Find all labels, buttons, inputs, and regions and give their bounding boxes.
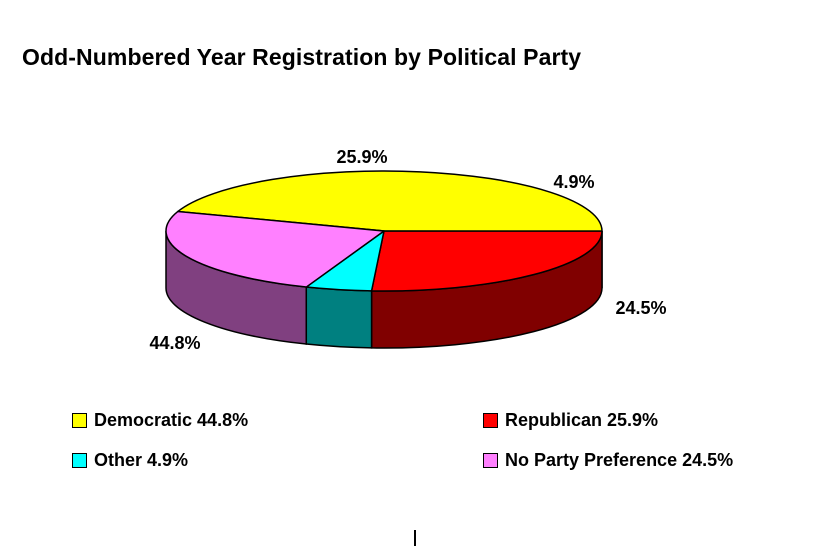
- pie-slice-no-party-preference: [165, 210, 385, 288]
- data-label-republican: 25.9%: [336, 147, 387, 167]
- page-marker: [414, 530, 416, 546]
- legend-swatch-other: [72, 453, 87, 468]
- legend-item-republican: Republican 25.9%: [483, 410, 658, 431]
- pie-slice-republican: [370, 230, 603, 292]
- pie-side-other: [305, 286, 373, 349]
- legend-label-no-party-preference: No Party Preference 24.5%: [505, 450, 734, 470]
- legend-item-other: Other 4.9%: [72, 450, 188, 471]
- legend-item-democratic: Democratic 44.8%: [72, 410, 248, 431]
- legend-item-no-party-preference: No Party Preference 24.5%: [483, 450, 733, 471]
- pie-slice-democratic: [177, 170, 603, 232]
- legend-swatch-no-party-preference: [483, 453, 498, 468]
- chart-title: Odd-Numbered Year Registration by Politi…: [22, 44, 582, 70]
- data-label-democratic: 44.8%: [149, 333, 200, 353]
- legend-swatch-democratic: [72, 413, 87, 428]
- data-label-no-party-preference: 24.5%: [615, 298, 666, 318]
- legend-swatch-republican: [483, 413, 498, 428]
- legend-label-other: Other 4.9%: [94, 450, 189, 470]
- legend-label-democratic: Democratic 44.8%: [94, 410, 249, 430]
- legend-label-republican: Republican 25.9%: [505, 410, 659, 430]
- data-label-other: 4.9%: [553, 172, 594, 192]
